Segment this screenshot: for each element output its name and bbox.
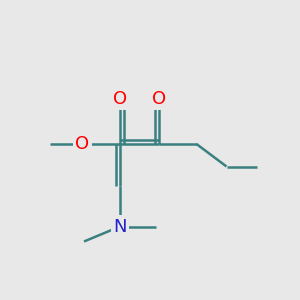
Text: O: O: [152, 90, 166, 108]
Text: O: O: [75, 135, 90, 153]
Text: N: N: [113, 218, 127, 236]
Text: O: O: [113, 90, 127, 108]
